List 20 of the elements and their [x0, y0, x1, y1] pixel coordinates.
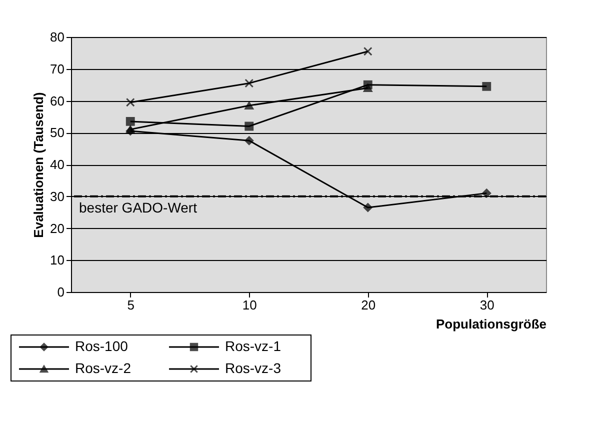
- y-tick-label: 0: [57, 284, 64, 300]
- y-tick-label: 60: [50, 93, 64, 108]
- x-axis-title: Populationsgröße: [436, 316, 546, 332]
- ref-line-label: bester GADO-Wert: [79, 199, 198, 216]
- y-tick-label: 50: [50, 125, 64, 140]
- y-tick-label: 30: [50, 188, 64, 204]
- y-tick-label: 70: [50, 61, 64, 76]
- legend-label: Ros-vz-1: [225, 338, 282, 354]
- x-tick-label: 20: [361, 298, 376, 312]
- y-tick-label: 10: [50, 252, 64, 268]
- x-tick-label: 5: [127, 298, 134, 312]
- y-tick-label: 40: [50, 157, 64, 172]
- x-tick-label: 10: [242, 298, 257, 312]
- y-tick-label: 80: [50, 30, 64, 44]
- x-tick-label: 30: [480, 298, 494, 312]
- y-tick-label: 20: [50, 220, 64, 236]
- legend-label: Ros-vz-2: [75, 360, 132, 376]
- y-axis-title: Evaluationen (Tausend): [31, 92, 46, 238]
- legend-label: Ros-vz-3: [225, 360, 282, 376]
- legend-label: Ros-100: [75, 338, 128, 354]
